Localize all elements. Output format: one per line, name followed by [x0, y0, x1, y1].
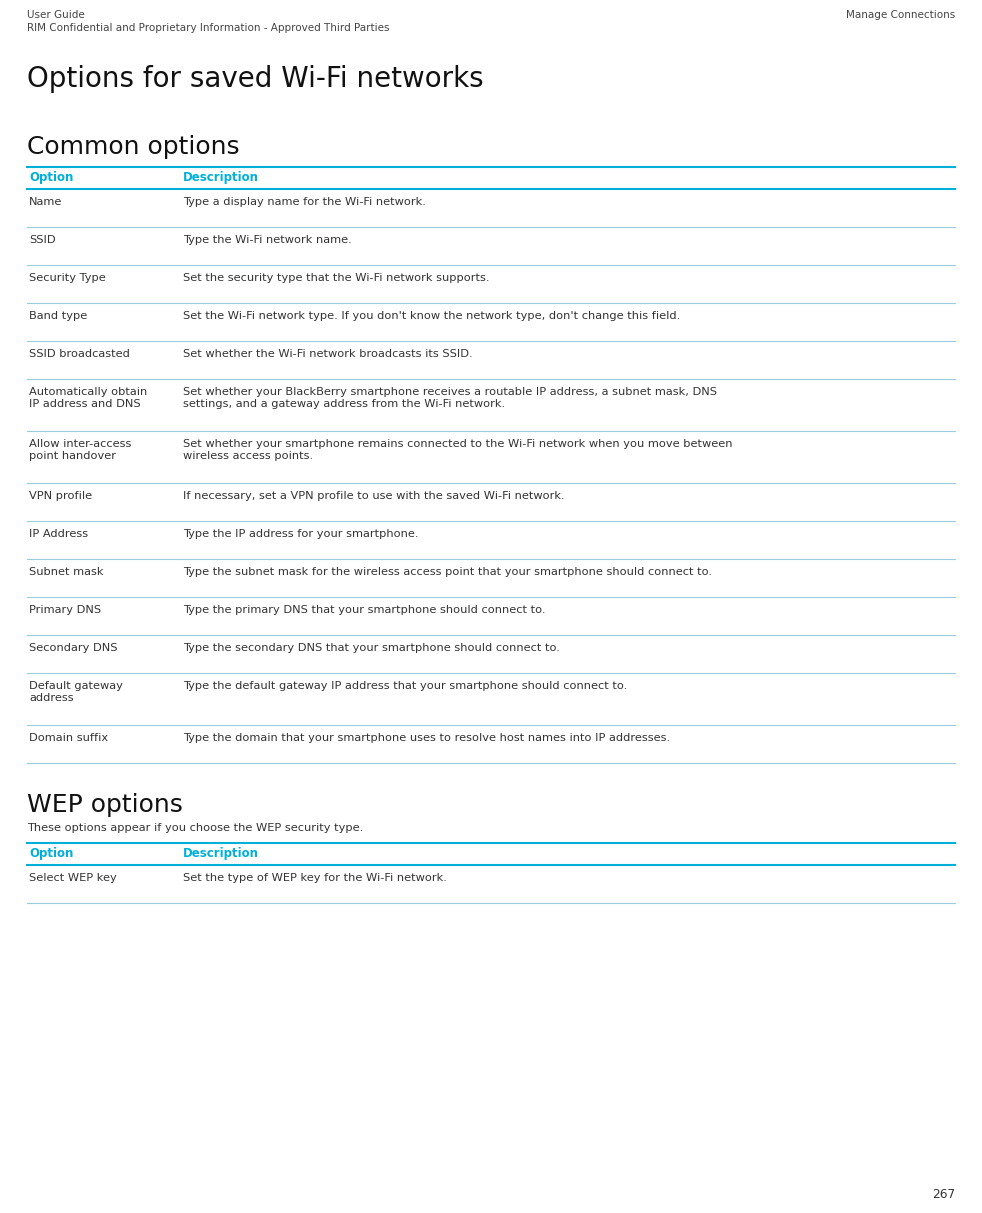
Text: User Guide: User Guide [27, 10, 84, 19]
Text: Domain suffix: Domain suffix [29, 733, 108, 744]
Text: Set the type of WEP key for the Wi-Fi network.: Set the type of WEP key for the Wi-Fi ne… [183, 873, 447, 883]
Text: Option: Option [29, 847, 74, 860]
Text: Set the security type that the Wi-Fi network supports.: Set the security type that the Wi-Fi net… [183, 273, 489, 283]
Text: Options for saved Wi-Fi networks: Options for saved Wi-Fi networks [27, 66, 483, 93]
Text: Select WEP key: Select WEP key [29, 873, 117, 883]
Text: These options appear if you choose the WEP security type.: These options appear if you choose the W… [27, 822, 363, 833]
Text: WEP options: WEP options [27, 793, 183, 818]
Text: Subnet mask: Subnet mask [29, 566, 103, 577]
Text: Set the Wi-Fi network type. If you don't know the network type, don't change thi: Set the Wi-Fi network type. If you don't… [183, 311, 681, 321]
Text: Allow inter-access
point handover: Allow inter-access point handover [29, 439, 132, 461]
Text: Type the secondary DNS that your smartphone should connect to.: Type the secondary DNS that your smartph… [183, 643, 560, 653]
Text: Set whether your BlackBerry smartphone receives a routable IP address, a subnet : Set whether your BlackBerry smartphone r… [183, 387, 717, 410]
Text: Name: Name [29, 197, 63, 207]
Text: Default gateway
address: Default gateway address [29, 680, 123, 704]
Text: Type the domain that your smartphone uses to resolve host names into IP addresse: Type the domain that your smartphone use… [183, 733, 670, 744]
Text: 267: 267 [932, 1188, 955, 1201]
Text: RIM Confidential and Proprietary Information - Approved Third Parties: RIM Confidential and Proprietary Informa… [27, 23, 390, 33]
Text: IP Address: IP Address [29, 529, 88, 539]
Text: Primary DNS: Primary DNS [29, 605, 101, 615]
Text: Type the default gateway IP address that your smartphone should connect to.: Type the default gateway IP address that… [183, 680, 627, 691]
Text: Type the subnet mask for the wireless access point that your smartphone should c: Type the subnet mask for the wireless ac… [183, 566, 712, 577]
Text: Type a display name for the Wi-Fi network.: Type a display name for the Wi-Fi networ… [183, 197, 426, 207]
Text: Description: Description [183, 171, 259, 184]
Text: Description: Description [183, 847, 259, 860]
Text: Secondary DNS: Secondary DNS [29, 643, 118, 653]
Text: Type the Wi-Fi network name.: Type the Wi-Fi network name. [183, 235, 352, 245]
Text: Set whether your smartphone remains connected to the Wi-Fi network when you move: Set whether your smartphone remains conn… [183, 439, 733, 461]
Text: If necessary, set a VPN profile to use with the saved Wi-Fi network.: If necessary, set a VPN profile to use w… [183, 491, 565, 501]
Text: Set whether the Wi-Fi network broadcasts its SSID.: Set whether the Wi-Fi network broadcasts… [183, 349, 472, 359]
Text: Type the IP address for your smartphone.: Type the IP address for your smartphone. [183, 529, 418, 539]
Text: SSID: SSID [29, 235, 56, 245]
Text: Type the primary DNS that your smartphone should connect to.: Type the primary DNS that your smartphon… [183, 605, 545, 615]
Text: Security Type: Security Type [29, 273, 106, 283]
Text: Band type: Band type [29, 311, 87, 321]
Text: Common options: Common options [27, 135, 240, 159]
Text: Option: Option [29, 171, 74, 184]
Text: Automatically obtain
IP address and DNS: Automatically obtain IP address and DNS [29, 387, 147, 410]
Text: Manage Connections: Manage Connections [846, 10, 955, 19]
Text: VPN profile: VPN profile [29, 491, 92, 501]
Text: SSID broadcasted: SSID broadcasted [29, 349, 130, 359]
